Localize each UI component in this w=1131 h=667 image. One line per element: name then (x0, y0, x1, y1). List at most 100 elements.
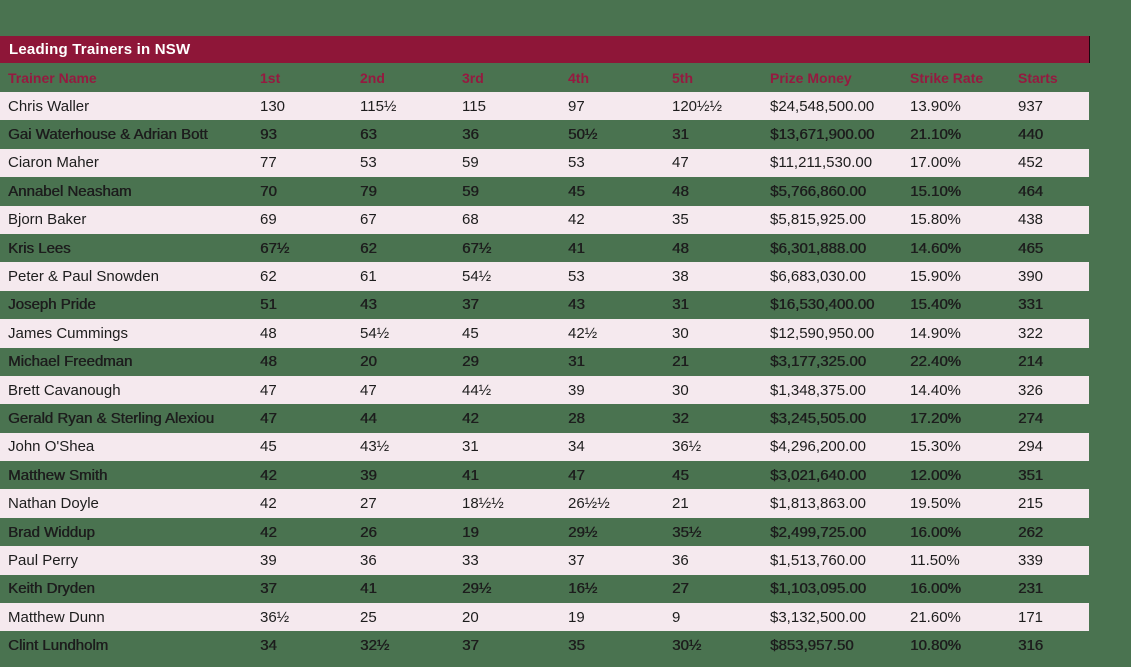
stat-cell: 54½ (462, 268, 492, 286)
stat-cell: 262 (1018, 523, 1044, 541)
stat-cell: 15.30% (910, 438, 961, 456)
stat-cell: 42½ (568, 324, 598, 342)
stat-cell: 41 (568, 239, 585, 257)
stat-cell: 27 (672, 580, 689, 598)
stat-cell: 115 (462, 97, 486, 115)
stat-cell: 28 (568, 409, 585, 427)
stat-cell: 35 (568, 637, 585, 655)
column-header-4th: 4th (568, 69, 589, 86)
table-row: Michael Freedman 48 20 29 31 21 $3,177,325.00 2… (0, 348, 1089, 376)
stat-cell: $3,245,505.00 (770, 409, 866, 427)
stat-cell: 13.90% (910, 97, 961, 115)
trainer-name-cell: Bjorn Baker (8, 211, 87, 229)
stat-cell: 15.90% (910, 268, 961, 286)
column-header-2nd: 2nd (360, 69, 385, 86)
table-row: Ciaron Maher 77 53 59 53 47 $11,211,530.00 17.0… (0, 148, 1089, 178)
stat-cell: 19 (568, 608, 585, 626)
stat-cell: 15.40% (910, 296, 961, 314)
table-row: Brett Cavanough 47 47 44½ 39 30 $1,348,375.00 1… (0, 375, 1089, 405)
stat-cell: 43½ (360, 438, 390, 456)
stat-cell: 59 (462, 154, 479, 172)
table-row: Annabel Neasham 70 79 59 45 48 $5,766,860.00 15… (0, 177, 1089, 205)
trainer-name-cell: Brett Cavanough (8, 381, 121, 399)
stat-cell: 465 (1018, 239, 1044, 257)
stat-cell: 21.60% (910, 608, 961, 626)
stat-cell: 464 (1018, 182, 1044, 200)
stat-cell: 16½ (568, 580, 598, 598)
table-row: Keith Dryden 37 41 29½ 16½ 27 $1,103,095.00 16.… (0, 575, 1089, 603)
table-row: Nathan Doyle 42 27 18½½ 26½½ 21 $1,813,863.00 1… (0, 489, 1089, 518)
stat-cell: 67 (360, 211, 377, 229)
trainer-name-cell: Annabel Neasham (8, 182, 132, 200)
table-title-bar: Leading Trainers in NSW (0, 36, 1089, 63)
stat-cell: 42 (260, 523, 277, 541)
stat-cell: 77 (260, 154, 277, 172)
stat-cell: 14.60% (910, 239, 961, 257)
table-row: Matthew Dunn 36½ 25 20 19 9 $3,132,500.00 21.60… (0, 603, 1089, 632)
stat-cell: 25 (360, 608, 377, 626)
stat-cell: $13,671,900.00 (770, 126, 875, 144)
stat-cell: 67½ (462, 239, 492, 257)
stat-cell: $1,813,863.00 (770, 495, 866, 513)
stat-cell: 37 (260, 580, 277, 598)
stat-cell: $1,103,095.00 (770, 580, 866, 598)
stat-cell: 47 (568, 466, 585, 484)
stat-cell: 59 (462, 182, 479, 200)
trainer-name-cell: Gerald Ryan & Sterling Alexiou (8, 409, 214, 427)
table-row: Gerald Ryan & Sterling Alexiou 47 44 42 28 32… (0, 404, 1089, 432)
stat-cell: 16.00% (910, 580, 961, 598)
stat-cell: 32½ (360, 637, 390, 655)
stat-cell: 438 (1018, 211, 1044, 229)
stat-cell: 47 (672, 154, 689, 172)
stat-cell: 41 (462, 466, 479, 484)
stat-cell: 53 (568, 154, 585, 172)
trainer-name-cell: Matthew Dunn (8, 608, 105, 626)
stat-cell: $5,766,860.00 (770, 182, 866, 200)
stat-cell: 93 (260, 126, 277, 144)
column-header-5th: 5th (672, 69, 693, 86)
stat-cell: 62 (360, 239, 377, 257)
stat-cell: 26½½ (568, 495, 610, 513)
stat-cell: 35 (672, 211, 689, 229)
stat-cell: 19.50% (910, 495, 961, 513)
stat-cell: 31 (672, 296, 689, 314)
stat-cell: 214 (1018, 353, 1044, 371)
column-header-1st: 1st (260, 69, 281, 86)
stat-cell: 322 (1018, 324, 1044, 342)
stat-cell: 36 (462, 126, 479, 144)
stat-cell: 20 (462, 608, 479, 626)
stat-cell: 70 (260, 182, 277, 200)
stat-cell: 43 (568, 296, 585, 314)
stat-cell: 231 (1018, 580, 1044, 598)
stat-cell: 115½ (360, 97, 397, 115)
stat-cell: $3,021,640.00 (770, 466, 866, 484)
stat-cell: 452 (1018, 154, 1044, 172)
stat-cell: 48 (672, 239, 689, 257)
stat-cell: 47 (260, 381, 277, 399)
table-row: John O'Shea 45 43½ 31 34 36½ $4,296,200.00 15.3… (0, 432, 1089, 462)
stat-cell: 22.40% (910, 353, 961, 371)
stat-cell: 17.00% (910, 154, 961, 172)
stat-cell: 45 (672, 466, 689, 484)
stat-cell: 62 (260, 268, 277, 286)
table-title: Leading Trainers in NSW (9, 41, 191, 58)
stat-cell: 44 (360, 409, 377, 427)
table-row: Gai Waterhouse & Adrian Bott 93 63 36 50½ 31 $… (0, 120, 1089, 148)
stat-cell: 120½½ (672, 97, 723, 115)
stat-cell: 45 (568, 182, 585, 200)
stat-cell: 42 (260, 466, 277, 484)
stat-cell: $5,815,925.00 (770, 211, 866, 229)
stat-cell: 326 (1018, 381, 1044, 399)
stat-cell: $16,530,400.00 (770, 296, 875, 314)
stat-cell: 29½ (462, 580, 492, 598)
stat-cell: $3,177,325.00 (770, 353, 866, 371)
stat-cell: 39 (360, 466, 377, 484)
stat-cell: 15.80% (910, 211, 961, 229)
stat-cell: 37 (568, 551, 585, 569)
stat-cell: 14.90% (910, 324, 961, 342)
stat-cell: 54½ (360, 324, 390, 342)
stat-cell: 39 (260, 551, 277, 569)
stat-cell: $11,211,530.00 (770, 154, 873, 172)
table-row: Paul Perry 39 36 33 37 36 $1,513,760.00 11.50% 3… (0, 546, 1089, 575)
stat-cell: 42 (462, 409, 479, 427)
